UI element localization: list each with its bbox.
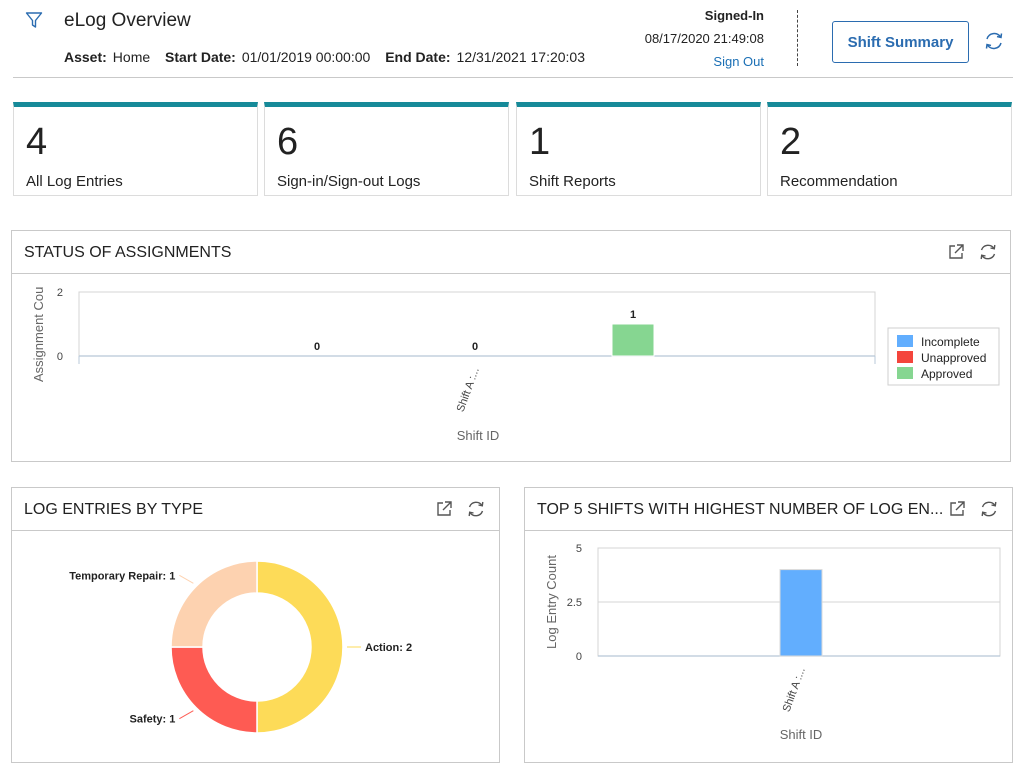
kpi-value: 2 [780,121,802,163]
end-date-value: 12/31/2021 17:20:03 [456,49,586,65]
panel-title: TOP 5 SHIFTS WITH HIGHEST NUMBER OF LOG … [537,501,944,518]
slice-label: Safety: 1 [130,714,176,726]
signed-in-label: Signed-In [704,8,764,23]
kpi-sign-in-logs[interactable]: 6 Sign-in/Sign-out Logs [264,102,509,196]
legend-swatch-unapproved [897,351,913,363]
filter-icon[interactable] [25,11,43,29]
slice-action [256,560,344,734]
shift-summary-button[interactable]: Shift Summary [832,21,969,63]
x-tick-label: Shift A :... [781,666,808,714]
legend-swatch-incomplete [897,335,913,347]
plot-area [78,291,876,357]
kpi-recommendation[interactable]: 2 Recommendation [767,102,1012,196]
legend-label-unapproved: Unapproved [921,351,986,365]
log-entries-by-type-panel: LOG ENTRIES BY TYPE Action: 2 Safety: 1 Te… [11,487,500,763]
y-tick-label: 2 [57,287,63,299]
slice-safety [170,646,258,734]
refresh-icon[interactable] [978,242,998,262]
y-axis-label: Log Entry Count [544,555,559,649]
open-external-icon[interactable] [434,499,454,519]
page-header: eLog Overview Asset: Home Start Date: 01/0… [13,0,1013,78]
data-label: 1 [630,309,636,321]
page-title: eLog Overview [64,10,191,31]
slice-connector [179,574,194,584]
legend-label-incomplete: Incomplete [921,335,980,349]
slice-temporary-repair [170,560,258,648]
sign-out-link[interactable]: Sign Out [713,54,764,69]
kpi-all-log-entries[interactable]: 4 All Log Entries [13,102,258,196]
x-axis-label: Shift ID [780,727,823,742]
start-date-value: 01/01/2019 00:00:00 [241,49,371,65]
refresh-icon[interactable] [983,30,1005,52]
refresh-icon[interactable] [979,499,999,519]
kpi-value: 1 [529,121,551,163]
y-tick-label: 0 [576,651,582,663]
legend-label-approved: Approved [921,367,972,381]
slice-label: Temporary Repair: 1 [69,570,175,582]
slice-label: Action: 2 [365,642,412,654]
header-divider [797,10,798,66]
status-of-assignments-chart: 0 2 Assignment Cou 0 0 1 Shift A :... Shift ID I… [31,287,1000,443]
asset-value: Home [112,49,151,65]
panel-title: STATUS OF ASSIGNMENTS [24,244,232,261]
kpi-label: Recommendation [780,173,898,190]
kpi-label: Shift Reports [529,173,616,190]
kpi-value: 4 [26,121,48,163]
y-tick-label: 0 [57,351,63,363]
refresh-icon[interactable] [466,499,486,519]
kpi-value: 6 [277,121,299,163]
legend-swatch-approved [897,367,913,379]
status-of-assignments-panel: STATUS OF ASSIGNMENTS 0 2 Assignment Cou 0 0… [11,230,1011,462]
asset-label: Asset: [64,49,107,65]
top-5-shifts-chart: 0 2.5 5 Log Entry Count Shift A :... Shift ID [544,543,1001,742]
open-external-icon[interactable] [946,242,966,262]
bar-approved [611,323,655,357]
x-tick-label: Shift A :... [455,366,482,414]
signed-in-time: 08/17/2020 21:49:08 [644,31,764,46]
x-axis-label: Shift ID [457,428,500,443]
kpi-label: All Log Entries [26,173,123,190]
y-axis-label: Assignment Cou [31,287,46,382]
top-5-shifts-panel: TOP 5 SHIFTS WITH HIGHEST NUMBER OF LOG … [524,487,1013,763]
data-label: 0 [314,341,320,353]
filter-summary: Asset: Home Start Date: 01/01/2019 00:00:0… [64,49,596,65]
panel-header: LOG ENTRIES BY TYPE [12,488,499,531]
start-date-label: Start Date: [165,49,236,65]
data-label: 0 [472,341,478,353]
y-tick-label: 5 [576,543,582,555]
panel-header: STATUS OF ASSIGNMENTS [12,231,1010,274]
panel-title: LOG ENTRIES BY TYPE [24,501,204,518]
kpi-shift-reports[interactable]: 1 Shift Reports [516,102,761,196]
y-tick-label: 2.5 [567,597,582,609]
bar [779,569,823,657]
kpi-label: Sign-in/Sign-out Logs [277,173,421,190]
open-external-icon[interactable] [947,499,967,519]
panel-header: TOP 5 SHIFTS WITH HIGHEST NUMBER OF LOG … [525,488,1012,531]
end-date-label: End Date: [385,49,451,65]
slice-connector [179,710,194,720]
log-entries-by-type-chart: Action: 2 Safety: 1 Temporary Repair: 1 [69,560,412,734]
signed-in-block: Signed-In 08/17/2020 21:49:08 Sign Out [645,4,764,73]
